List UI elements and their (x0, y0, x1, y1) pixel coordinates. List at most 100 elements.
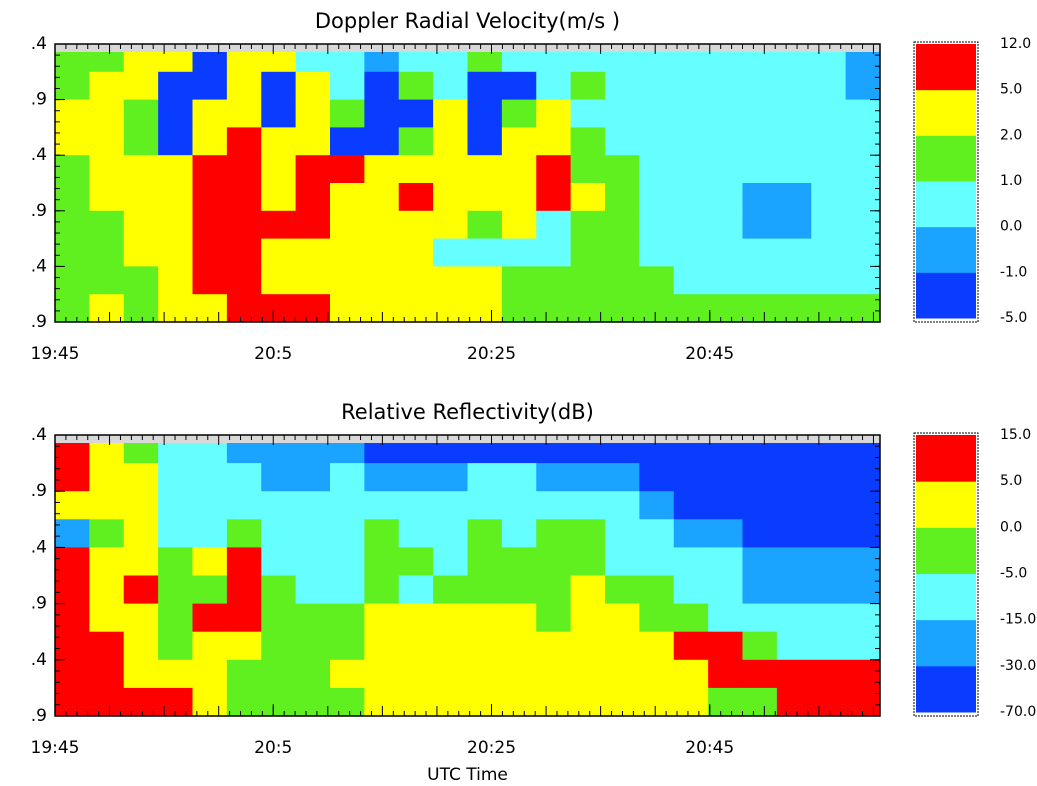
heatmap-cell (364, 210, 400, 240)
heatmap-cell (330, 266, 365, 295)
heatmap-cell (158, 294, 193, 323)
x-tick-label: 19:45 (31, 738, 80, 758)
heatmap-cell (845, 266, 881, 295)
heatmap-cell (639, 631, 675, 661)
x-tick-label: 20:5 (254, 344, 292, 364)
heatmap-cell (776, 463, 812, 492)
heatmap-cell (673, 519, 709, 548)
heatmap-cell (123, 210, 159, 240)
heatmap-cell (192, 547, 228, 576)
heatmap-cell (811, 519, 847, 548)
heatmap-cell (123, 659, 159, 689)
heatmap-cell (467, 127, 503, 156)
heatmap-cell (467, 294, 503, 323)
heatmap-cell (295, 238, 331, 267)
heatmap-cell (398, 519, 434, 548)
heatmap-cell (639, 71, 675, 101)
heatmap-cell (192, 294, 228, 323)
heatmap-cell (845, 491, 881, 520)
heatmap-cell (467, 491, 503, 520)
heatmap-cell (261, 491, 297, 520)
heatmap-cell (673, 463, 709, 492)
heatmap-cell (845, 463, 881, 492)
heatmap-cell (330, 210, 365, 240)
heatmap-cell (261, 266, 297, 295)
colorbar-band (916, 181, 976, 228)
colorbar-label: 5.0 (1000, 82, 1022, 98)
y-tick-label: .9 (31, 706, 47, 726)
heatmap-cell (398, 266, 434, 295)
heatmap-cell (536, 687, 572, 717)
heatmap-cell (261, 603, 297, 633)
heatmap-cell (467, 183, 503, 212)
heatmap-cell (192, 99, 228, 128)
colorbar-label: 12.0 (1000, 36, 1031, 52)
heatmap-cell (433, 71, 468, 101)
heatmap-cell (639, 127, 675, 156)
heatmap-cell (501, 71, 537, 101)
heatmap-cell (364, 603, 400, 633)
heatmap-cell (295, 687, 331, 717)
heatmap-cell (501, 575, 537, 605)
heatmap-cell (226, 603, 262, 633)
heatmap-cell (192, 631, 228, 661)
heatmap-cell (226, 631, 262, 661)
heatmap-cell (433, 519, 468, 548)
heatmap-cell (605, 659, 640, 689)
heatmap-cell (261, 71, 297, 101)
heatmap-cell (742, 491, 778, 520)
heatmap-cell (673, 127, 709, 156)
x-tick-label: 19:45 (31, 344, 80, 364)
heatmap-cell (55, 210, 90, 240)
heatmap-cell (433, 631, 468, 661)
heatmap-cell (467, 210, 503, 240)
heatmap-cell (55, 155, 90, 184)
heatmap-cell (639, 210, 675, 240)
heatmap-cell (673, 491, 709, 520)
heatmap-cell (89, 491, 125, 520)
heatmap-cell (433, 547, 468, 576)
heatmap-cell (123, 266, 159, 295)
heatmap-cell (776, 266, 812, 295)
heatmap-cell (776, 491, 812, 520)
colorbar-label: -1.0 (1000, 264, 1027, 280)
heatmap-cell (123, 71, 159, 101)
heatmap-cell (295, 491, 331, 520)
heatmap-cell (845, 687, 881, 717)
heatmap-cell (123, 238, 159, 267)
heatmap-cell (192, 183, 228, 212)
heatmap-cell (364, 491, 400, 520)
colorbar-label: -70.0 (1000, 704, 1036, 720)
heatmap-cell (467, 603, 503, 633)
heatmap-cell (433, 155, 468, 184)
heatmap-cell (226, 547, 262, 576)
heatmap-cell (776, 575, 812, 605)
heatmap-cell (330, 463, 365, 492)
heatmap-cell (398, 210, 434, 240)
heatmap-cell (433, 266, 468, 295)
heatmap-cell (89, 659, 125, 689)
heatmap-cell (605, 127, 640, 156)
heatmap-cell (708, 575, 743, 605)
heatmap-cell (261, 183, 297, 212)
heatmap-cell (536, 183, 572, 212)
heatmap-cell (776, 127, 812, 156)
heatmap-cell (501, 127, 537, 156)
heatmap-cell (433, 127, 468, 156)
colorbar-frame (913, 432, 979, 717)
heatmap-cell (55, 238, 90, 267)
heatmap-cell (226, 238, 262, 267)
heatmap-cell (89, 687, 125, 717)
heatmap-cell (226, 266, 262, 295)
heatmap-cell (261, 631, 297, 661)
heatmap-cell (605, 71, 640, 101)
plot-frame (54, 43, 881, 323)
colorbar-label: -5.0 (1000, 310, 1027, 326)
heatmap-cell (536, 99, 572, 128)
heatmap-cell (501, 603, 537, 633)
heatmap-cell (364, 294, 400, 323)
heatmap-cell (364, 127, 400, 156)
heatmap-cell (364, 519, 400, 548)
heatmap-cell (673, 659, 709, 689)
heatmap-cell (811, 238, 847, 267)
